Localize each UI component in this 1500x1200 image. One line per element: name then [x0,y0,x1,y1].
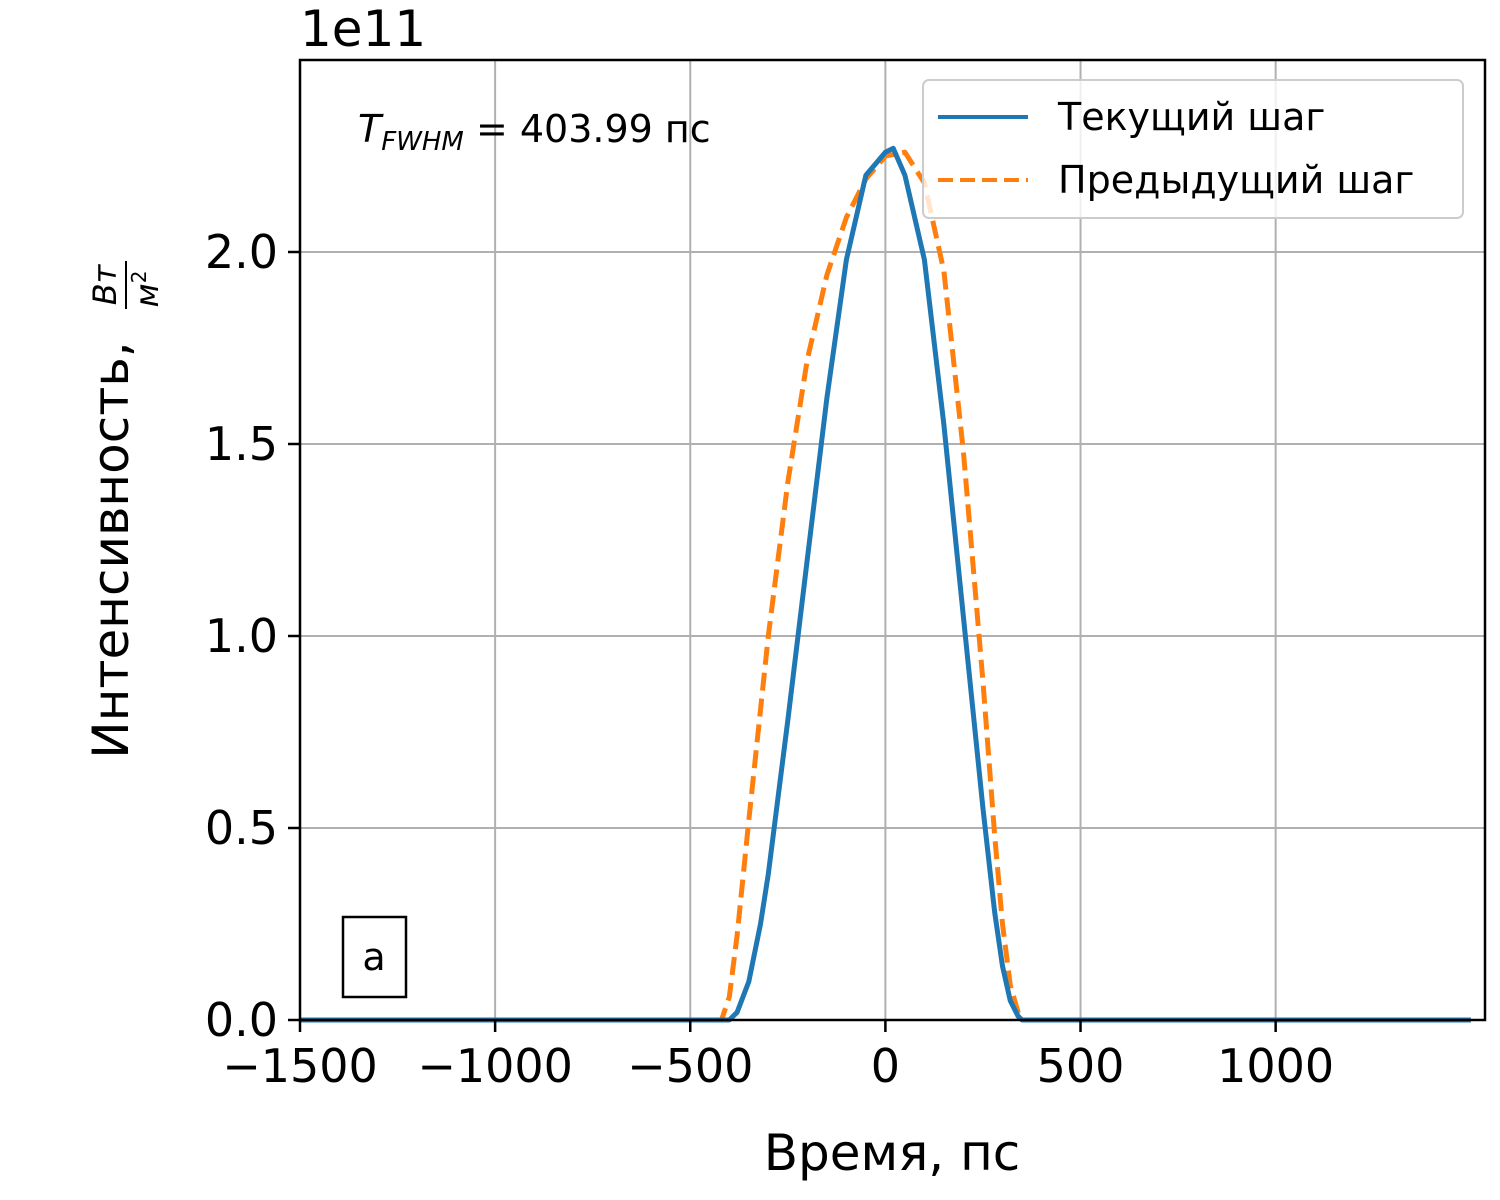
legend-label-previous: Предыдущий шаг [1058,158,1414,202]
series-line-0 [300,145,1471,1023]
panel-label-frame [341,915,408,999]
plot-frame [298,58,1487,1022]
x-tick-label: 0 [871,1039,900,1093]
fwhm-subscript: FWHM [381,127,464,157]
fwhm-value: = 403.99 пс [464,107,711,151]
y-axis-label: Интенсивность, Вт м2 [82,261,166,759]
y-unit-numerator: Вт [86,263,124,305]
panel-label-box: а [341,915,408,999]
x-tick-label: −500 [627,1039,753,1093]
y-tick-label: 0.0 [205,993,278,1047]
x-tick-label: 1000 [1217,1039,1334,1093]
y-unit-den-base: м [128,283,166,307]
ticks: −1500 −1000 −500 0 500 1000 0.0 0.5 1.0 1.5 2.0 [205,225,1334,1093]
series-layer [300,145,1471,1023]
x-tick-label: 500 [1037,1039,1125,1093]
y-tick-label: 1.5 [205,417,278,471]
fwhm-annotation: TFWHM = 403.99 пс [358,107,711,157]
grid [299,60,1485,1021]
fwhm-symbol: T [358,107,384,151]
y-unit-den-exp: 2 [127,271,151,284]
panel-label: а [362,935,385,979]
legend-label-current: Текущий шаг [1057,95,1325,139]
x-tick-label: −1000 [417,1039,573,1093]
legend: Текущий шаг Предыдущий шаг [922,79,1464,219]
y-multiplier: 1e11 [300,0,426,58]
x-axis-label: Время, пс [764,1124,1021,1182]
y-axis-label-text: Интенсивность, [82,341,140,758]
y-tick-label: 0.5 [205,801,278,855]
y-tick-label: 1.0 [205,609,278,663]
x-tick-label: −1500 [222,1039,378,1093]
legend-frame [922,79,1464,219]
y-unit-denominator: м2 [127,271,166,308]
y-tick-label: 2.0 [205,225,278,279]
series-line-1 [300,149,1471,1023]
